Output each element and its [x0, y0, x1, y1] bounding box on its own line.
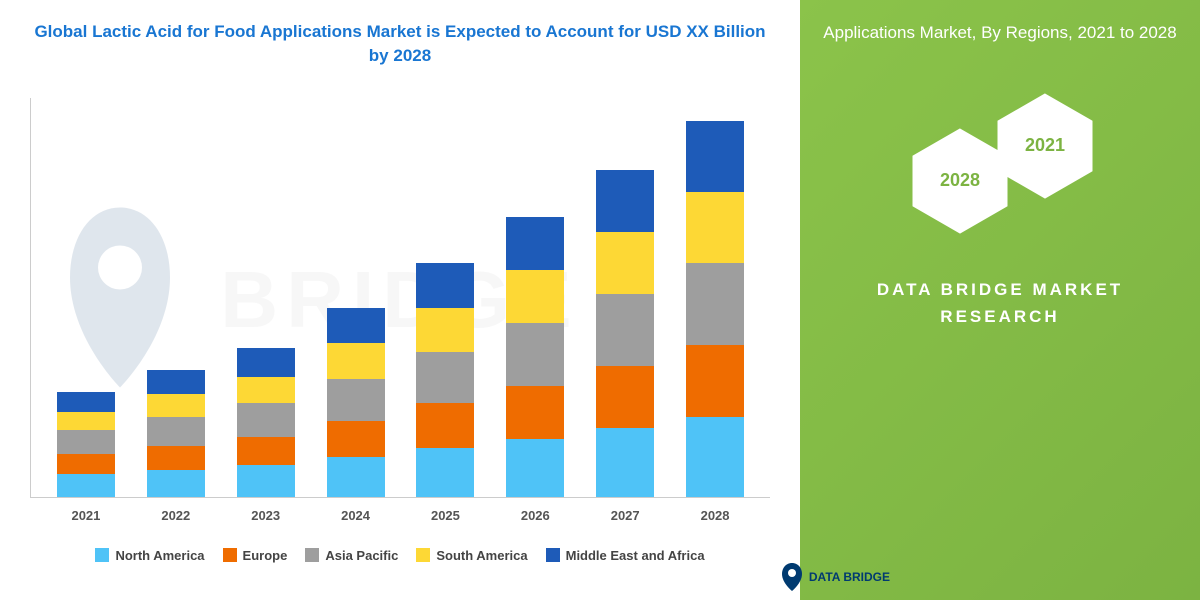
x-axis-label: 2024: [321, 508, 391, 523]
x-axis-label: 2026: [500, 508, 570, 523]
bar-segment: [327, 421, 385, 457]
brand-line2: RESEARCH: [877, 303, 1123, 330]
x-axis: 2021 2022 2023 2024 2025 2026 2027 2028: [31, 498, 770, 523]
bar-segment: [327, 457, 385, 497]
bar-segment: [147, 446, 205, 470]
bar-segment: [506, 323, 564, 385]
legend-item: South America: [416, 548, 527, 563]
hex-label: 2028: [940, 170, 980, 191]
hexagon-graphic: 2028 2021: [900, 86, 1100, 246]
bar-segment: [686, 192, 744, 263]
bar-segment: [327, 343, 385, 379]
x-axis-label: 2025: [410, 508, 480, 523]
bar-segment: [57, 392, 115, 412]
legend-label: Middle East and Africa: [566, 548, 705, 563]
stacked-bar: [57, 392, 115, 496]
bar-segment: [57, 412, 115, 430]
bar-segment: [237, 403, 295, 436]
bar-segment: [596, 428, 654, 497]
bar-group: [51, 392, 121, 496]
side-panel-title: Applications Market, By Regions, 2021 to…: [823, 20, 1176, 46]
bar-segment: [506, 217, 564, 270]
bar-segment: [416, 352, 474, 403]
bar-segment: [686, 417, 744, 497]
hex-label: 2021: [1025, 135, 1065, 156]
stacked-bar: [416, 263, 474, 496]
bar-segment: [237, 348, 295, 377]
bar-segment: [416, 403, 474, 447]
x-axis-label: 2022: [141, 508, 211, 523]
stacked-bar: [506, 217, 564, 497]
legend-item: Europe: [223, 548, 288, 563]
bar-segment: [506, 386, 564, 439]
legend-item: Asia Pacific: [305, 548, 398, 563]
stacked-bar-chart: [30, 98, 770, 498]
legend-swatch: [95, 548, 109, 562]
chart-panel: Global Lactic Acid for Food Applications…: [0, 0, 800, 600]
stacked-bar: [327, 308, 385, 497]
legend-swatch: [223, 548, 237, 562]
x-axis-label: 2027: [590, 508, 660, 523]
pin-icon: [781, 562, 803, 592]
bar-segment: [596, 170, 654, 232]
bar-group: [141, 370, 211, 497]
bar-group: [680, 121, 750, 497]
chart-legend: North America Europe Asia Pacific South Ame…: [30, 548, 770, 563]
side-panel: Applications Market, By Regions, 2021 to…: [800, 0, 1200, 600]
legend-item: North America: [95, 548, 204, 563]
brand-text: DATA BRIDGE MARKET RESEARCH: [877, 276, 1123, 330]
bar-segment: [237, 437, 295, 466]
bar-segment: [596, 366, 654, 428]
bar-segment: [686, 263, 744, 345]
bar-segment: [147, 470, 205, 497]
bar-segment: [416, 308, 474, 352]
bar-segment: [327, 379, 385, 421]
stacked-bar: [147, 370, 205, 497]
legend-label: Asia Pacific: [325, 548, 398, 563]
legend-swatch: [416, 548, 430, 562]
stacked-bar: [596, 170, 654, 497]
bar-segment: [237, 377, 295, 404]
chart-title: Global Lactic Acid for Food Applications…: [30, 20, 770, 68]
bar-segment: [57, 454, 115, 474]
bar-segment: [596, 294, 654, 365]
bar-group: [500, 217, 570, 497]
bar-segment: [686, 345, 744, 416]
x-axis-label: 2028: [680, 508, 750, 523]
legend-label: Europe: [243, 548, 288, 563]
hex-2021: 2021: [995, 91, 1095, 201]
bar-segment: [596, 232, 654, 294]
legend-swatch: [546, 548, 560, 562]
legend-swatch: [305, 548, 319, 562]
bar-segment: [686, 121, 744, 192]
bar-segment: [147, 417, 205, 446]
bar-group: [321, 308, 391, 497]
stacked-bar: [237, 348, 295, 497]
bar-segment: [237, 465, 295, 496]
footer-logo-text: DATA BRIDGE: [809, 570, 890, 584]
bar-segment: [57, 474, 115, 496]
bar-segment: [57, 430, 115, 454]
bar-group: [410, 263, 480, 496]
brand-line1: DATA BRIDGE MARKET: [877, 276, 1123, 303]
bar-group: [590, 170, 660, 497]
x-axis-label: 2023: [231, 508, 301, 523]
footer-logo: DATA BRIDGE: [781, 562, 890, 592]
x-axis-label: 2021: [51, 508, 121, 523]
legend-item: Middle East and Africa: [546, 548, 705, 563]
bar-segment: [506, 439, 564, 497]
bar-segment: [327, 308, 385, 344]
bar-group: [231, 348, 301, 497]
legend-label: North America: [115, 548, 204, 563]
legend-label: South America: [436, 548, 527, 563]
bar-segment: [147, 394, 205, 416]
bar-segment: [147, 370, 205, 394]
bar-segment: [506, 270, 564, 323]
bar-segment: [416, 448, 474, 497]
stacked-bar: [686, 121, 744, 497]
bar-segment: [416, 263, 474, 307]
